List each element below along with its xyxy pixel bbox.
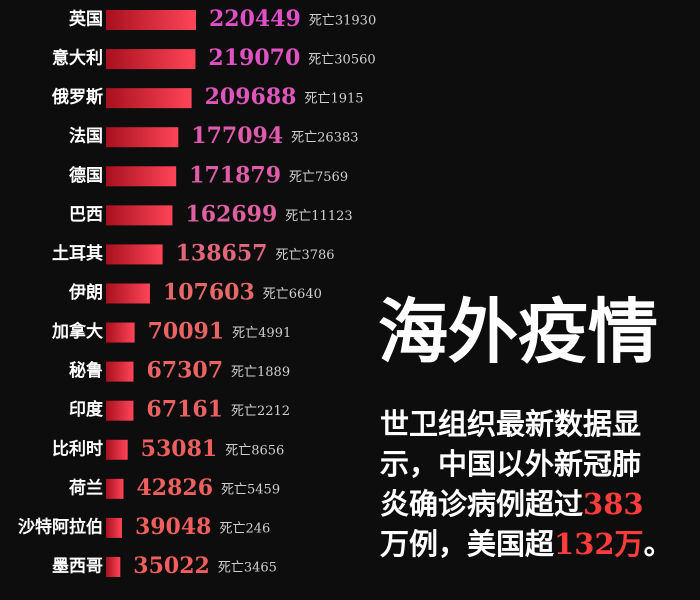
value-label: 35022 (133, 553, 210, 579)
value-label: 209688 (205, 84, 297, 110)
death-label: 死亡8656 (225, 443, 284, 458)
headline-text: 383 (583, 487, 644, 521)
bar (106, 10, 196, 30)
headline-text: 万例，美国超 (380, 527, 555, 561)
value-label: 107603 (163, 279, 255, 305)
country-label: 土耳其 (52, 243, 103, 264)
country-label: 法国 (69, 126, 103, 147)
bar (106, 283, 150, 304)
death-label: 死亡246 (219, 521, 270, 536)
value-label: 67307 (146, 358, 223, 384)
bar (106, 517, 122, 538)
value-label: 138657 (176, 240, 268, 266)
value-label: 220449 (209, 6, 301, 32)
headline-text: 132万 (554, 527, 644, 561)
value-label: 219070 (208, 45, 300, 71)
death-label: 死亡4991 (232, 326, 291, 341)
death-label: 死亡3465 (218, 560, 277, 575)
country-label: 加拿大 (51, 321, 103, 342)
death-label: 死亡6640 (263, 287, 322, 302)
death-label: 死亡11123 (285, 209, 352, 224)
value-label: 171879 (189, 162, 281, 188)
country-label: 比利时 (52, 438, 103, 459)
value-label: 67161 (146, 397, 223, 423)
headline-line: 示，中国以外新冠肺 (380, 447, 641, 481)
country-label: 印度 (69, 399, 104, 420)
headline-line: 炎确诊病例超过383 (380, 487, 644, 521)
death-label: 死亡26383 (291, 131, 358, 146)
bar (106, 478, 124, 499)
country-label: 意大利 (52, 48, 103, 69)
value-label: 53081 (141, 436, 218, 462)
death-label: 死亡1915 (304, 92, 363, 107)
bar (106, 127, 179, 148)
death-label: 死亡31930 (309, 14, 376, 29)
country-label: 俄罗斯 (51, 87, 103, 108)
country-label: 巴西 (69, 205, 103, 225)
value-label: 42826 (136, 475, 213, 501)
bar (106, 400, 134, 421)
value-label: 162699 (185, 201, 277, 227)
bar (106, 244, 163, 265)
death-label: 死亡3786 (275, 248, 334, 263)
country-label: 英国 (69, 9, 103, 30)
bar (106, 205, 173, 226)
headline-text: 炎确诊病例超过 (380, 487, 583, 521)
bar (106, 361, 134, 382)
value-label: 177094 (191, 123, 283, 149)
headline-text: 。 (644, 527, 673, 561)
bar (106, 322, 135, 343)
headline-text: 世卫组织最新数据显 (380, 407, 641, 441)
country-label: 沙特阿拉伯 (18, 516, 103, 537)
headline-line: 万例，美国超132万。 (380, 527, 673, 561)
death-label: 死亡1889 (231, 365, 290, 380)
value-label: 70091 (148, 319, 225, 345)
headline-title: 海外疫情 (378, 290, 658, 373)
country-label: 伊朗 (68, 282, 103, 303)
death-label: 死亡5459 (221, 482, 280, 497)
bar (106, 166, 177, 187)
death-label: 死亡7569 (289, 170, 348, 185)
country-label: 德国 (69, 165, 103, 186)
bar (106, 439, 128, 460)
country-label: 荷兰 (69, 477, 103, 498)
death-label: 死亡2212 (231, 404, 290, 419)
bar (106, 556, 121, 577)
bar (106, 88, 192, 109)
headline-text: 示，中国以外新冠肺 (380, 447, 641, 481)
headline-line: 世卫组织最新数据显 (380, 407, 641, 441)
value-label: 39048 (135, 514, 212, 540)
country-label: 墨西哥 (52, 556, 103, 576)
death-label: 死亡30560 (308, 53, 375, 68)
bar (106, 49, 196, 70)
country-label: 秘鲁 (69, 360, 103, 381)
